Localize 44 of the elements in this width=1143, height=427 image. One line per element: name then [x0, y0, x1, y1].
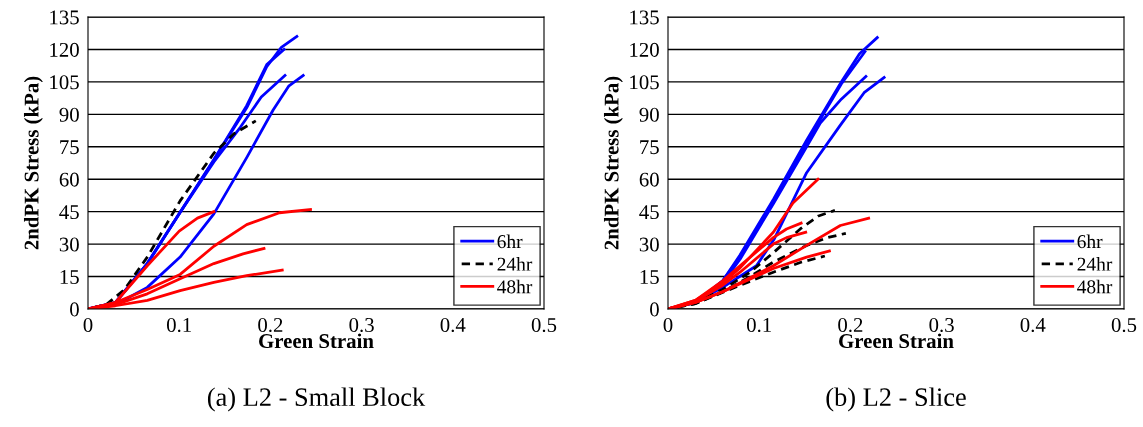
- text: (b) L2 - Slice: [826, 387, 966, 412]
- legend-label: 24hr: [1077, 257, 1113, 271]
- y-tick-label: 60: [59, 172, 79, 187]
- x-tick-label: 0.3: [349, 317, 374, 333]
- x-tick-label: 0.5: [1111, 317, 1137, 333]
- y-axis-title: 2ndPK Stress (kPa): [23, 76, 43, 250]
- text: (a) L2 - Small Block: [207, 387, 426, 412]
- y-tick-label: 105: [630, 75, 659, 90]
- legend-label: 6hr: [497, 234, 523, 249]
- x-tick-label: 0.2: [838, 317, 863, 333]
- x-tick-label: 0.4: [440, 317, 466, 333]
- x-tick-label: 0.3: [929, 317, 954, 333]
- y-tick-label: 75: [640, 140, 659, 155]
- y-tick-label: 90: [639, 107, 659, 122]
- y-tick-label: 135: [50, 10, 79, 25]
- y-tick-label: 120: [630, 42, 659, 57]
- y-tick-label: 135: [630, 10, 659, 25]
- y-tick-label: 15: [640, 270, 659, 284]
- y-tick-label: 45: [59, 205, 79, 220]
- y-axis-title: 2ndPK Stress (kPa): [603, 76, 623, 250]
- y-tick-label: 75: [60, 140, 79, 155]
- x-tick-label: 0.5: [531, 317, 557, 333]
- y-tick-label: 60: [639, 172, 659, 187]
- x-tick-label: 0.1: [166, 317, 191, 333]
- y-tick-label: 30: [639, 237, 659, 252]
- y-tick-label: 105: [50, 75, 79, 90]
- y-tick-label: 15: [60, 270, 79, 284]
- y-tick-label: 45: [639, 205, 659, 220]
- x-axis-title: Green Strain: [259, 333, 374, 349]
- legend-label: 48hr: [1077, 279, 1113, 294]
- x-axis-title: Green Strain: [839, 333, 954, 349]
- y-tick-label: 30: [59, 237, 79, 252]
- y-tick-label: 0: [70, 302, 79, 317]
- legend-label: 24hr: [497, 257, 533, 271]
- x-tick-label: 0.2: [258, 317, 283, 333]
- y-tick-label: 0: [650, 302, 659, 317]
- x-tick-label: 0: [83, 317, 93, 332]
- y-tick-label: 120: [50, 42, 79, 57]
- x-tick-label: 0: [663, 317, 673, 332]
- y-tick-label: 90: [59, 107, 79, 122]
- x-tick-label: 0.1: [746, 317, 771, 333]
- x-tick-label: 0.4: [1020, 317, 1046, 333]
- legend-label: 48hr: [497, 279, 533, 294]
- legend-label: 6hr: [1077, 234, 1103, 249]
